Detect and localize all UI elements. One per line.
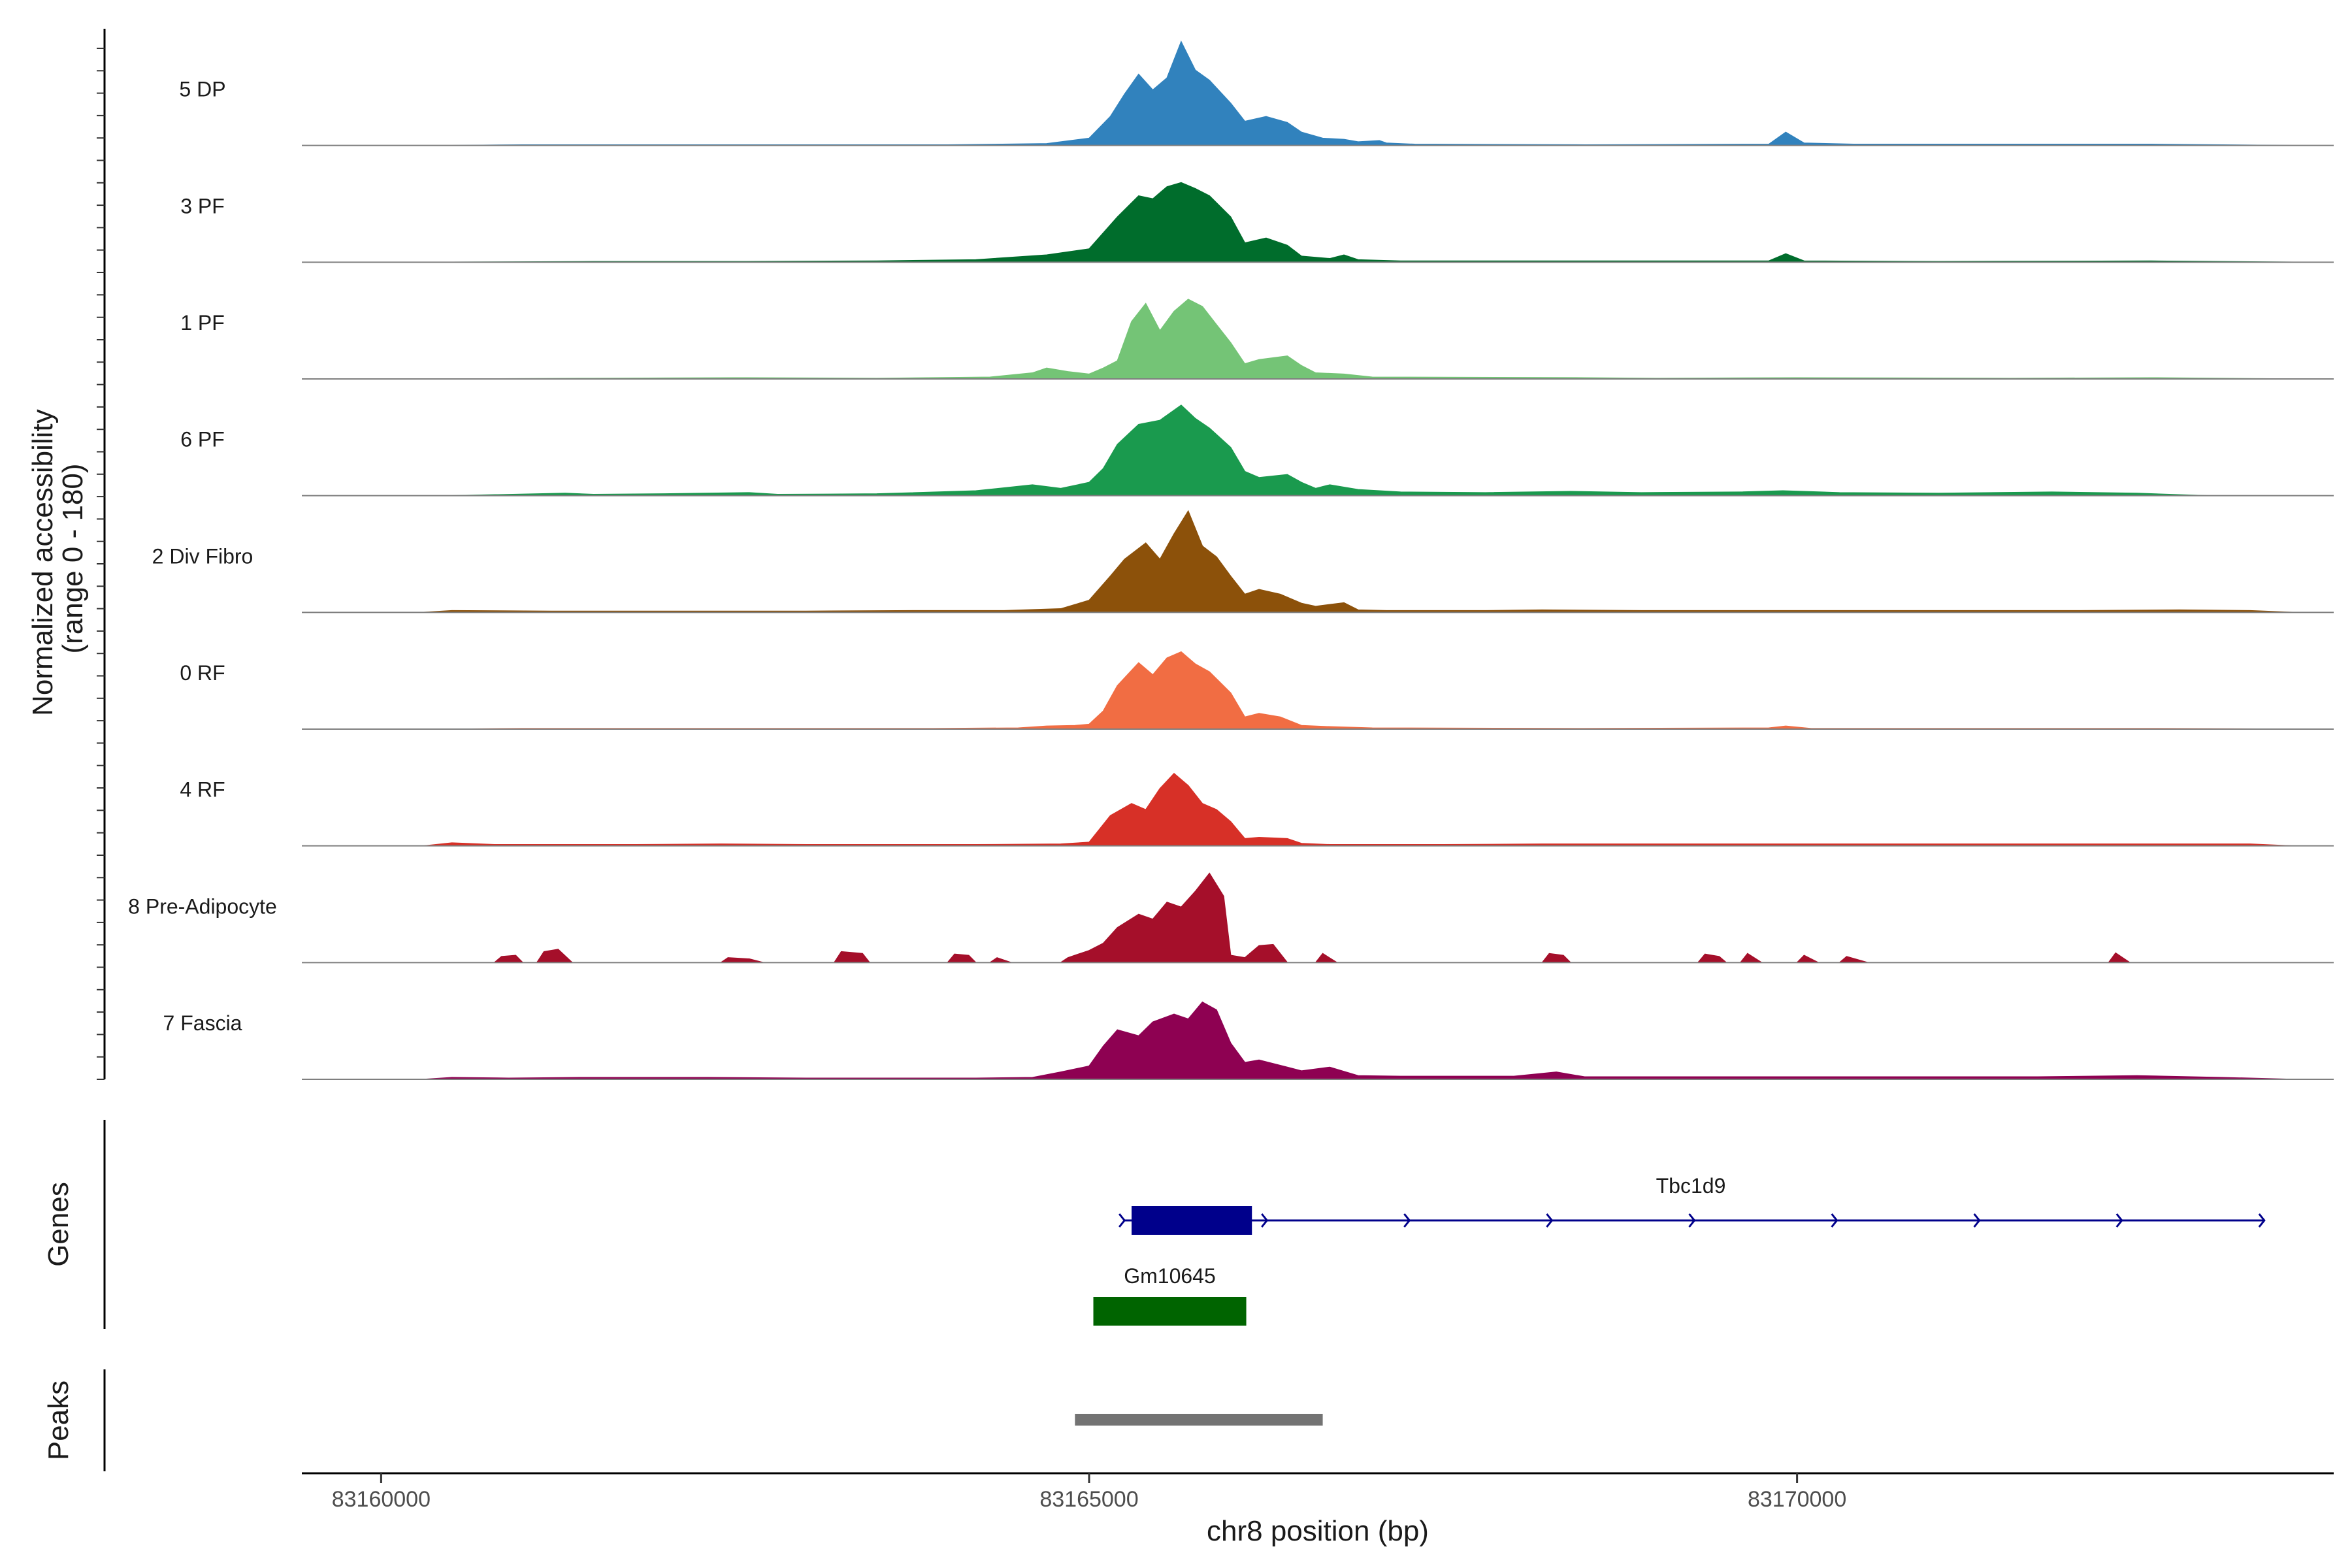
gene-gm10645-exon <box>1093 1297 1247 1326</box>
track-label-8-pre-adipocyte: 8 Pre-Adipocyte <box>128 894 277 918</box>
track-0-rf <box>302 651 2334 730</box>
coverage-area-4-rf <box>423 772 2293 847</box>
track-1-pf <box>302 299 2334 380</box>
strand-arrow-icon <box>1973 1213 1981 1228</box>
track-5-dp <box>302 41 2334 146</box>
gene-annotations: Tbc1d9 Gm10645 <box>1093 1174 2266 1326</box>
coverage-area-0-rf <box>451 651 2293 730</box>
genes-panel-label: Genes <box>42 1182 74 1267</box>
strand-arrow-icon <box>2115 1213 2123 1228</box>
track-7-fascia <box>302 1001 2334 1080</box>
track-label-1-pf: 1 PF <box>180 311 225 335</box>
track-label-3-pf: 3 PF <box>180 194 225 218</box>
coverage-area-8-pre-adipocyte <box>493 872 2293 964</box>
coverage-area-1-pf <box>451 299 2293 380</box>
gene-tbc1d9: Tbc1d9 <box>1118 1174 2266 1235</box>
peak-region-0 <box>1075 1414 1323 1426</box>
y-axis-title-line-2: (range 0 - 180) <box>57 463 89 653</box>
strand-arrow-icon <box>1546 1213 1554 1228</box>
gene-gm10645: Gm10645 <box>1093 1264 1247 1326</box>
gene-label-gm10645: Gm10645 <box>1124 1264 1216 1288</box>
track-label-7-fascia: 7 Fascia <box>163 1011 242 1035</box>
strand-arrow-icon <box>1688 1213 1696 1228</box>
peak-annotations <box>1075 1414 1323 1426</box>
coverage-area-5-dp <box>451 41 2293 146</box>
strand-arrow-icon <box>1831 1213 1838 1228</box>
coverage-tracks <box>302 41 2334 1080</box>
track-8-pre-adipocyte <box>302 872 2334 964</box>
track-label-5-dp: 5 DP <box>179 78 225 101</box>
track-label-4-rf: 4 RF <box>180 778 225 802</box>
x-tick-label: 83160000 <box>332 1487 431 1512</box>
gene-tbc1d9-exon <box>1132 1206 1252 1235</box>
coverage-area-6-pf <box>451 404 2293 497</box>
track-4-rf <box>302 772 2334 847</box>
x-tick-label: 83170000 <box>1748 1487 1846 1512</box>
peaks-panel-label: Peaks <box>42 1380 74 1460</box>
track-2-div-fibro <box>302 510 2334 613</box>
x-axis-title: chr8 position (bp) <box>1207 1515 1429 1547</box>
strand-arrow-icon <box>2258 1213 2266 1228</box>
y-axis-title: Normalized accessibility (range 0 - 180) <box>27 401 89 716</box>
coverage-area-7-fascia <box>423 1001 2293 1080</box>
y-axis-title-line-1: Normalized accessibility <box>27 409 59 715</box>
x-tick-label: 83165000 <box>1039 1487 1138 1512</box>
track-labels: 5 DP 3 PF 1 PF 6 PF 2 Div Fibro 0 RF 4 RF 8 Pre… <box>128 78 277 1035</box>
track-3-pf <box>302 182 2334 263</box>
strand-arrow-icon <box>1118 1213 1126 1228</box>
strand-arrow-icon <box>1403 1213 1411 1228</box>
strand-arrow-icon <box>1261 1213 1269 1228</box>
track-6-pf <box>302 404 2334 497</box>
coverage-area-3-pf <box>451 182 2293 263</box>
track-label-6-pf: 6 PF <box>180 428 225 451</box>
x-axis-ticks: 83160000 83165000 83170000 <box>332 1473 1846 1512</box>
coverage-y-ticks <box>97 48 105 1080</box>
coverage-area-2-div-fibro <box>423 510 2293 613</box>
track-label-0-rf: 0 RF <box>180 661 225 685</box>
track-label-2-div-fibro: 2 Div Fibro <box>152 544 253 568</box>
gene-label-tbc1d9: Tbc1d9 <box>1656 1174 1726 1198</box>
